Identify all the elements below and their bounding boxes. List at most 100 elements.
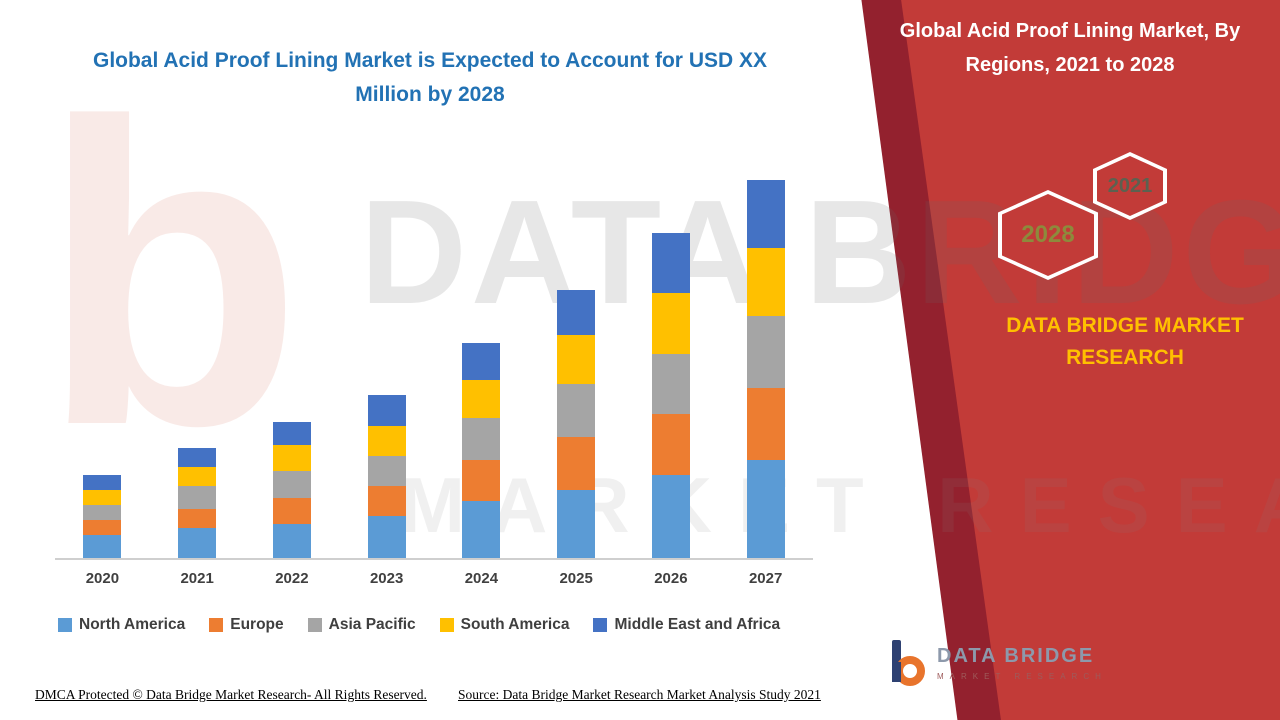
hexagon-badge-2021-label: 2021	[1107, 174, 1153, 197]
bar-2025	[529, 182, 624, 558]
bar-segment-south-america	[367, 425, 406, 456]
plot-area	[55, 180, 813, 560]
bar-segment-middle-east-and-africa	[272, 421, 311, 445]
bar-segment-europe	[746, 387, 785, 460]
company-logo: DATA BRIDGE MARKET RESEARCH	[885, 638, 1107, 688]
bar-segment-south-america	[746, 248, 785, 317]
source-note: Source: Data Bridge Market Research Mark…	[458, 687, 821, 702]
hexagon-badge-2021: 2021	[1093, 152, 1167, 220]
panel-title: Global Acid Proof Lining Market, By Regi…	[899, 20, 1241, 76]
company-logo-name: DATA BRIDGE	[937, 645, 1095, 667]
bar-segment-europe	[83, 520, 122, 536]
x-axis-label-2021: 2021	[180, 570, 214, 587]
hexagon-badge-2021-fill	[1097, 156, 1163, 216]
bar-segment-north-america	[651, 474, 690, 558]
legend-swatch-icon	[307, 618, 322, 632]
chart-legend: North America Europe Asia Pacific South Ame…	[58, 616, 780, 634]
legend-swatch-icon	[593, 618, 608, 632]
chart-title: Global Acid Proof Lining Market is Expec…	[92, 49, 768, 106]
bar-stack-2026	[651, 232, 690, 558]
bar-segment-north-america	[272, 523, 311, 558]
dmca-notice: DMCA Protected © Data Bridge Market Rese…	[35, 687, 427, 702]
company-logo-text: DATA BRIDGE MARKET RESEARCH	[937, 645, 1107, 681]
bar-2022	[245, 182, 340, 558]
bar-segment-europe	[557, 437, 596, 490]
bar-segment-middle-east-and-africa	[746, 180, 785, 249]
x-axis-label-2027: 2027	[748, 570, 783, 587]
bar-segment-north-america	[178, 527, 217, 558]
bar-segment-asia-pacific	[746, 316, 785, 388]
hexagon-badge-2028-label: 2028	[1021, 221, 1075, 248]
bar-stack-2027	[746, 180, 785, 558]
bar-segment-asia-pacific	[367, 455, 406, 487]
bar-segment-middle-east-and-africa	[178, 448, 217, 468]
bar-segment-asia-pacific	[651, 353, 690, 415]
bar-segment-middle-east-and-africa	[367, 395, 406, 426]
bar-segment-asia-pacific	[178, 486, 217, 509]
bar-segment-north-america	[462, 501, 501, 558]
bar-segment-middle-east-and-africa	[557, 289, 596, 336]
bar-segment-middle-east-and-africa	[462, 342, 501, 381]
bar-2027	[718, 180, 813, 558]
legend-swatch-icon	[58, 618, 72, 632]
bar-2026	[624, 182, 719, 558]
bar-segment-north-america	[746, 459, 785, 558]
bar-stack-2023	[367, 395, 406, 558]
x-axis-label-2022: 2022	[275, 570, 309, 587]
bar-2020	[55, 182, 150, 558]
bar-segment-north-america	[367, 516, 406, 558]
bar-segment-asia-pacific	[272, 471, 311, 498]
bar-stack-2022	[272, 421, 311, 558]
bar-segment-europe	[462, 459, 501, 502]
x-axis-label-2020: 2020	[85, 570, 120, 587]
bar-segment-europe	[178, 508, 217, 528]
x-axis-label-2026: 2026	[654, 570, 688, 587]
bar-segment-north-america	[557, 489, 596, 558]
bar-segment-north-america	[83, 535, 122, 558]
bar-2021	[150, 182, 245, 558]
bar-2024	[434, 182, 529, 558]
x-axis-label-2024: 2024	[464, 570, 499, 587]
stacked-bar-chart: 2020 2021 2022 2023 2024 2025 2026 2027	[55, 180, 813, 587]
bar-segment-middle-east-and-africa	[651, 232, 690, 294]
bar-segment-europe	[272, 497, 311, 524]
bar-stack-2025	[557, 289, 596, 558]
bar-segment-south-america	[272, 444, 311, 472]
legend-label: South America	[460, 616, 570, 633]
legend-item-south-america: South America	[439, 616, 570, 634]
bar-segment-asia-pacific	[462, 418, 501, 460]
bar-segment-south-america	[178, 467, 217, 487]
hexagon-badge-2028: 2028	[998, 190, 1098, 280]
bar-stack-2021	[178, 448, 217, 558]
bar-stack-2024	[462, 342, 501, 558]
bar-segment-asia-pacific	[83, 505, 122, 521]
watermark-marketresearch: MARKET RESEARCH	[400, 461, 1280, 549]
x-axis: 2020 2021 2022 2023 2024 2025 2026 2027	[55, 570, 813, 587]
brand-name-gold: DATA BRIDGE MARKET RESEARCH	[1006, 314, 1244, 369]
bar-segment-asia-pacific	[557, 384, 596, 438]
legend-label: Asia Pacific	[328, 616, 416, 633]
legend-item-north-america: North America	[58, 616, 185, 634]
x-axis-label-2023: 2023	[369, 570, 404, 587]
bar-2023	[339, 182, 434, 558]
company-logo-subtitle: MARKET RESEARCH	[937, 672, 1107, 681]
legend-label: Europe	[230, 616, 284, 633]
bar-segment-south-america	[557, 335, 596, 385]
legend-item-middle-east-and-africa: Middle East and Africa	[593, 616, 780, 634]
legend-swatch-icon	[209, 618, 224, 632]
bar-segment-europe	[651, 414, 690, 475]
legend-label: North America	[79, 616, 186, 633]
legend-item-europe: Europe	[209, 616, 284, 634]
x-axis-label-2025: 2025	[559, 570, 593, 587]
bar-segment-middle-east-and-africa	[83, 474, 122, 490]
legend-label: Middle East and Africa	[614, 616, 781, 633]
bar-segment-south-america	[83, 490, 122, 506]
bar-stack-2020	[83, 474, 122, 558]
bar-segment-south-america	[462, 380, 501, 419]
legend-swatch-icon	[439, 618, 454, 632]
legend-item-asia-pacific: Asia Pacific	[307, 616, 416, 634]
bar-segment-europe	[367, 486, 406, 517]
bar-segment-south-america	[651, 293, 690, 354]
watermark-logo-b: b	[40, 35, 303, 515]
databridge-b-icon	[892, 640, 925, 686]
